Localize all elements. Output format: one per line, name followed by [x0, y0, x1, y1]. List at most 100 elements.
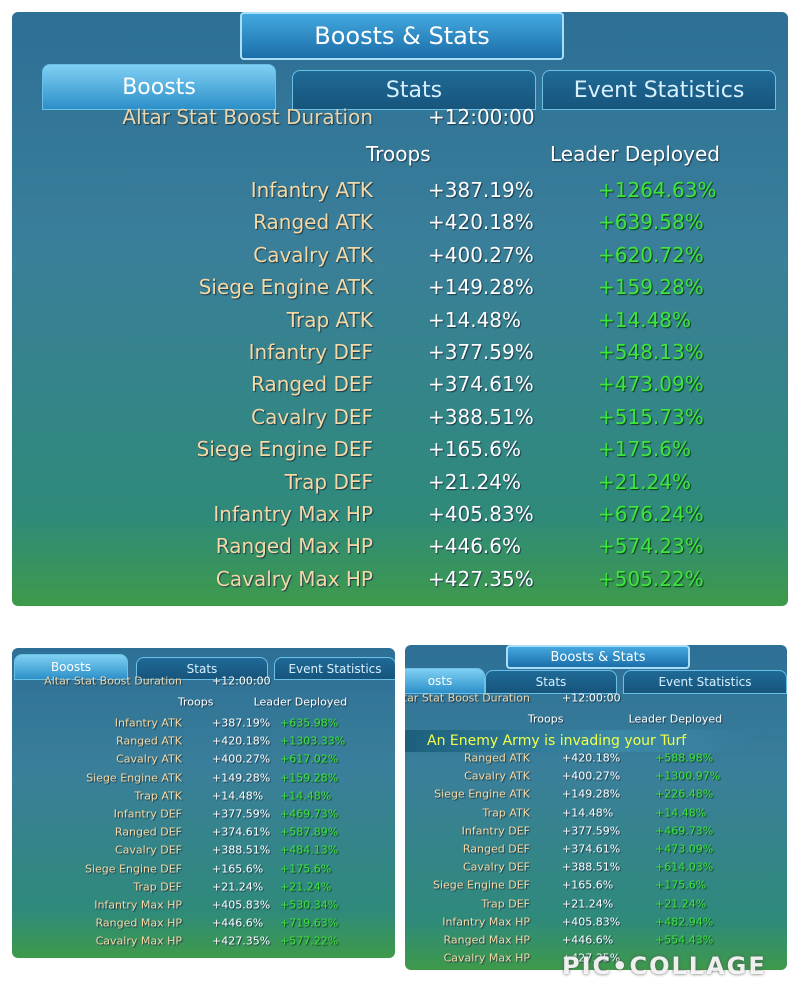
leader-value: +14.48% [280, 789, 332, 803]
stat-name: Cavalry DEF [251, 404, 373, 429]
leader-value: +175.6% [598, 437, 692, 462]
stat-name: Infantry Max HP [213, 502, 373, 526]
leader-value: +469.73% [280, 807, 339, 821]
tab[interactable]: Event Statistics [542, 70, 776, 110]
troops-value: +388.51% [428, 404, 534, 429]
troops-value: +377.59% [562, 824, 621, 838]
troops-value: +427.35% [562, 951, 621, 965]
stat-name: Siege Engine DEF [196, 437, 373, 462]
stat-name: Trap DEF [284, 469, 373, 494]
troops-value: +400.27% [428, 242, 534, 267]
troops-value: +387.19% [428, 178, 534, 202]
troops-value: +377.59% [212, 807, 271, 821]
notification: An Enemy Army is invading your Turf [405, 730, 749, 752]
stat-name: Siege Engine ATK [198, 275, 373, 300]
leader-value: +554.43% [655, 933, 714, 947]
leader-header: Leader Deployed [253, 695, 348, 709]
troops-value: +165.6% [562, 878, 614, 892]
troops-value: +21.24% [428, 469, 522, 494]
stat-name: Cavalry DEF [462, 860, 530, 874]
leader-value: +159.28% [280, 771, 339, 785]
troops-value: +387.19% [212, 716, 271, 730]
tab[interactable]: Stats [136, 657, 268, 680]
stat-name: Infantry ATK [250, 178, 373, 202]
stat-name: Infantry DEF [248, 340, 373, 364]
troops-value: +388.51% [562, 860, 621, 874]
troops-value: +420.18% [212, 734, 271, 748]
leader-value: +482.94% [655, 915, 714, 929]
stat-name: Cavalry Max HP [95, 934, 182, 948]
troops-value: +400.27% [562, 769, 621, 783]
troops-value: +21.24% [212, 880, 264, 894]
title-banner: Boosts & Stats [506, 645, 690, 669]
troops-value: +165.6% [428, 437, 522, 462]
stat-name: Siege Engine ATK [434, 787, 530, 801]
troops-header: Troops [177, 695, 214, 709]
troops-value: +446.6% [212, 916, 264, 930]
tab[interactable]: osts [405, 668, 485, 694]
stat-name: Ranged ATK [116, 734, 182, 748]
leader-value: +639.58% [598, 210, 704, 235]
troops-value: +420.18% [562, 751, 621, 765]
stat-name: Cavalry Max HP [443, 951, 530, 965]
troops-value: +446.6% [562, 933, 614, 947]
stat-name: Ranged DEF [251, 372, 373, 397]
stat-name: Trap ATK [482, 806, 530, 820]
troops-value: +14.48% [428, 307, 522, 332]
altar-label: Altar Stat Boost Duration [44, 674, 182, 688]
troops-value: +446.6% [428, 534, 522, 559]
leader-value: +719.63% [280, 916, 339, 930]
altar-label: Altar Stat Boost Duration [122, 105, 373, 129]
leader-value: +530.34% [280, 898, 339, 912]
leader-value: +473.09% [655, 842, 714, 856]
tab[interactable]: Stats [485, 670, 617, 694]
stat-name: Siege Engine DEF [433, 878, 530, 892]
stat-name: Trap DEF [481, 897, 530, 911]
leader-value: +635.98% [280, 716, 339, 730]
stat-name: Cavalry Max HP [215, 566, 373, 591]
stat-name: Ranged ATK [464, 751, 530, 765]
troops-value: +149.28% [212, 771, 271, 785]
leader-value: +484.13% [280, 843, 339, 857]
leader-value: +588.98% [655, 751, 714, 765]
leader-value: +515.73% [598, 404, 704, 429]
tab[interactable]: Event Statistics [274, 657, 395, 680]
leader-value: +226.48% [655, 787, 714, 801]
stat-name: Trap DEF [133, 880, 182, 894]
stat-name: Trap ATK [286, 307, 373, 332]
troops-value: +374.61% [428, 372, 534, 397]
stat-name: Trap ATK [134, 789, 182, 803]
stat-name: Infantry DEF [461, 824, 530, 838]
tab[interactable]: Boosts [42, 64, 276, 110]
stat-name: Ranged Max HP [443, 933, 531, 947]
leader-value: +14.48% [598, 307, 692, 332]
stat-name: Ranged DEF [462, 842, 530, 856]
stat-name: Ranged ATK [253, 210, 373, 235]
leader-value: +21.24% [280, 880, 332, 894]
leader-value: +505.22% [598, 566, 704, 591]
troops-value: +400.27% [212, 752, 271, 766]
stat-name: Infantry ATK [114, 716, 182, 730]
leader-value: +469.73% [655, 824, 714, 838]
leader-value: +620.72% [598, 242, 704, 267]
stat-name: Cavalry ATK [253, 242, 373, 267]
altar-value: +12:00:00 [212, 674, 271, 688]
altar-label: tar Stat Boost Duration [405, 691, 530, 705]
leader-value: +577.22% [280, 934, 339, 948]
tab[interactable]: Boosts [14, 654, 128, 680]
stats-panel: Boosts & Stats Boosts Stats Event Statistic… [12, 12, 788, 606]
tab[interactable]: Event Statistics [623, 670, 787, 694]
troops-value: +149.28% [562, 787, 621, 801]
troops-value: +149.28% [428, 275, 534, 300]
stats-panel: Boosts Stats Event Statistics Altar Stat Bo… [12, 648, 395, 958]
leader-value: +175.6% [280, 862, 332, 876]
troops-value: +405.83% [428, 502, 534, 526]
troops-value: +388.51% [212, 843, 271, 857]
leader-header: Leader Deployed [550, 142, 720, 166]
tab[interactable]: Stats [292, 70, 536, 110]
leader-value: +21.24% [598, 469, 692, 494]
stat-name: Cavalry ATK [116, 752, 182, 766]
stat-name: Siege Engine DEF [85, 862, 182, 876]
leader-value: +159.28% [598, 275, 704, 300]
troops-value: +165.6% [212, 862, 264, 876]
